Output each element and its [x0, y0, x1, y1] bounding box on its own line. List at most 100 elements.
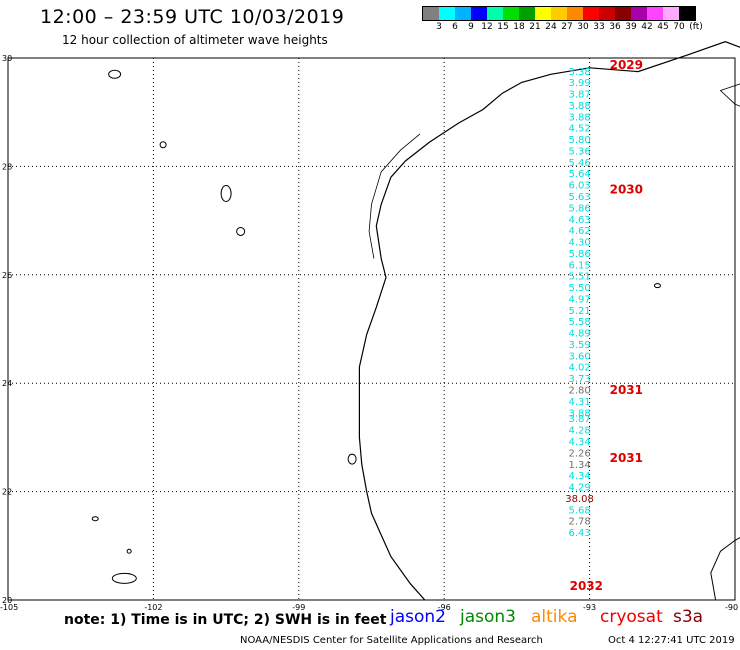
color-swatch [567, 7, 583, 20]
time-label: 2031 [610, 451, 643, 465]
color-swatch [599, 7, 615, 20]
swh-value: 3.88 [568, 408, 590, 419]
note-text: note: 1) Time is in UTC; 2) SWH is in fe… [64, 612, 387, 628]
color-scale-label: 3 [436, 22, 442, 32]
swh-value: 38.08 [565, 494, 594, 505]
color-swatch [615, 7, 631, 20]
color-swatch [679, 7, 695, 20]
color-scale-label: 15 [497, 22, 509, 32]
legend-jason3: jason3 [460, 607, 516, 627]
legend-cryosat: cryosat [600, 607, 663, 627]
swh-value: 6.03 [568, 181, 590, 192]
footer-agency: NOAA/NESDIS Center for Satellite Applica… [240, 635, 543, 646]
swh-value: 4.63 [568, 215, 590, 226]
swh-value: 3.60 [568, 351, 590, 362]
color-scale-label: 21 [529, 22, 541, 32]
legend-jason2: jason2 [390, 607, 446, 627]
swh-value: 3.73 [568, 374, 590, 385]
swh-value: 3.99 [568, 78, 590, 89]
color-swatch [423, 7, 439, 20]
swh-value: 4.34 [568, 471, 590, 482]
yucatan-coast [710, 537, 740, 601]
lon-tick-label: -90 [725, 603, 738, 612]
swh-value: 3.87 [568, 90, 590, 101]
mississippi-delta [719, 83, 740, 107]
color-swatch [663, 7, 679, 20]
color-swatch [551, 7, 567, 20]
lat-tick-label: 24 [2, 379, 12, 388]
swh-value: 6.15 [568, 260, 590, 271]
swh-value: 4.89 [568, 329, 590, 340]
color-scale-label: 9 [468, 22, 474, 32]
swh-value: 4.31 [568, 397, 590, 408]
lake-outline [159, 141, 167, 149]
swh-value: 5.64 [568, 169, 590, 180]
swh-value: 5.86 [568, 249, 590, 260]
swh-value: 3.38 [568, 67, 590, 78]
color-scale [422, 6, 696, 21]
lon-tick-label: -99 [292, 603, 305, 612]
lake-outline [220, 185, 232, 202]
lat-tick-label: 22 [2, 488, 12, 497]
lake-outline [108, 69, 122, 79]
swh-value: 5.50 [568, 283, 590, 294]
color-scale-label: 45 [657, 22, 669, 32]
lat-tick-label: 20 [2, 596, 12, 605]
lake-outline [111, 572, 137, 584]
swh-value: 5.46 [568, 158, 590, 169]
color-swatch [439, 7, 455, 20]
lake-outline [347, 453, 357, 465]
map-title: 12:00 – 23:59 UTC 10/03/2019 [40, 6, 345, 28]
color-scale-label: 6 [452, 22, 458, 32]
swh-value: 2.80 [568, 385, 590, 396]
color-swatch [487, 7, 503, 20]
color-scale-label: 12 [481, 22, 493, 32]
swh-value: 4.30 [568, 238, 590, 249]
lagoon-outline [368, 133, 421, 259]
swh-value: 3.88 [568, 101, 590, 112]
lat-tick-label: 28 [2, 162, 12, 171]
swh-value: 2.78 [568, 517, 590, 528]
lat-tick-label: 26 [2, 271, 12, 280]
footer-timestamp: Oct 4 12:27:41 UTC 2019 [608, 635, 735, 646]
swh-value: 5.80 [568, 135, 590, 146]
swh-value: 4.52 [568, 124, 590, 135]
lake-outline [126, 548, 132, 554]
color-scale-label: 36 [609, 22, 621, 32]
swh-value: 4.29 [568, 483, 590, 494]
lake-outline [236, 226, 246, 236]
map-frame [7, 57, 736, 601]
time-label: 2032 [570, 579, 603, 593]
color-scale-label: 24 [545, 22, 557, 32]
lake-outline [653, 283, 661, 289]
swh-value: 5.58 [568, 317, 590, 328]
lat-tick-label: 30 [2, 54, 12, 63]
lon-tick-label: -93 [583, 603, 596, 612]
lon-tick-label: -102 [144, 603, 162, 612]
color-scale-labels: 3 6 9 12 15 18 21 24 27 30 33 36 39 42 45 70 (ft) [422, 22, 740, 34]
color-scale-label: 39 [625, 22, 637, 32]
swh-value: 6.43 [568, 528, 590, 539]
swh-value: 4.28 [568, 426, 590, 437]
color-scale-label: 27 [561, 22, 573, 32]
color-swatch [583, 7, 599, 20]
color-swatch [471, 7, 487, 20]
time-label: 2029 [610, 58, 643, 72]
swh-value: 4.62 [568, 226, 590, 237]
swh-value: 4.97 [568, 294, 590, 305]
lake-outline [91, 516, 99, 522]
swh-value: 5.51 [568, 272, 590, 283]
color-scale-label: (ft) [689, 22, 703, 32]
swh-value: 4.34 [568, 437, 590, 448]
swh-value: 5.86 [568, 203, 590, 214]
swh-value: 5.63 [568, 192, 590, 203]
color-scale-label: 18 [513, 22, 525, 32]
color-scale-label: 30 [577, 22, 589, 32]
lon-tick-label: -96 [438, 603, 451, 612]
coastline [358, 41, 740, 601]
color-swatch [503, 7, 519, 20]
time-label: 2030 [610, 183, 643, 197]
legend-altika: altika [531, 607, 578, 627]
color-swatch [631, 7, 647, 20]
